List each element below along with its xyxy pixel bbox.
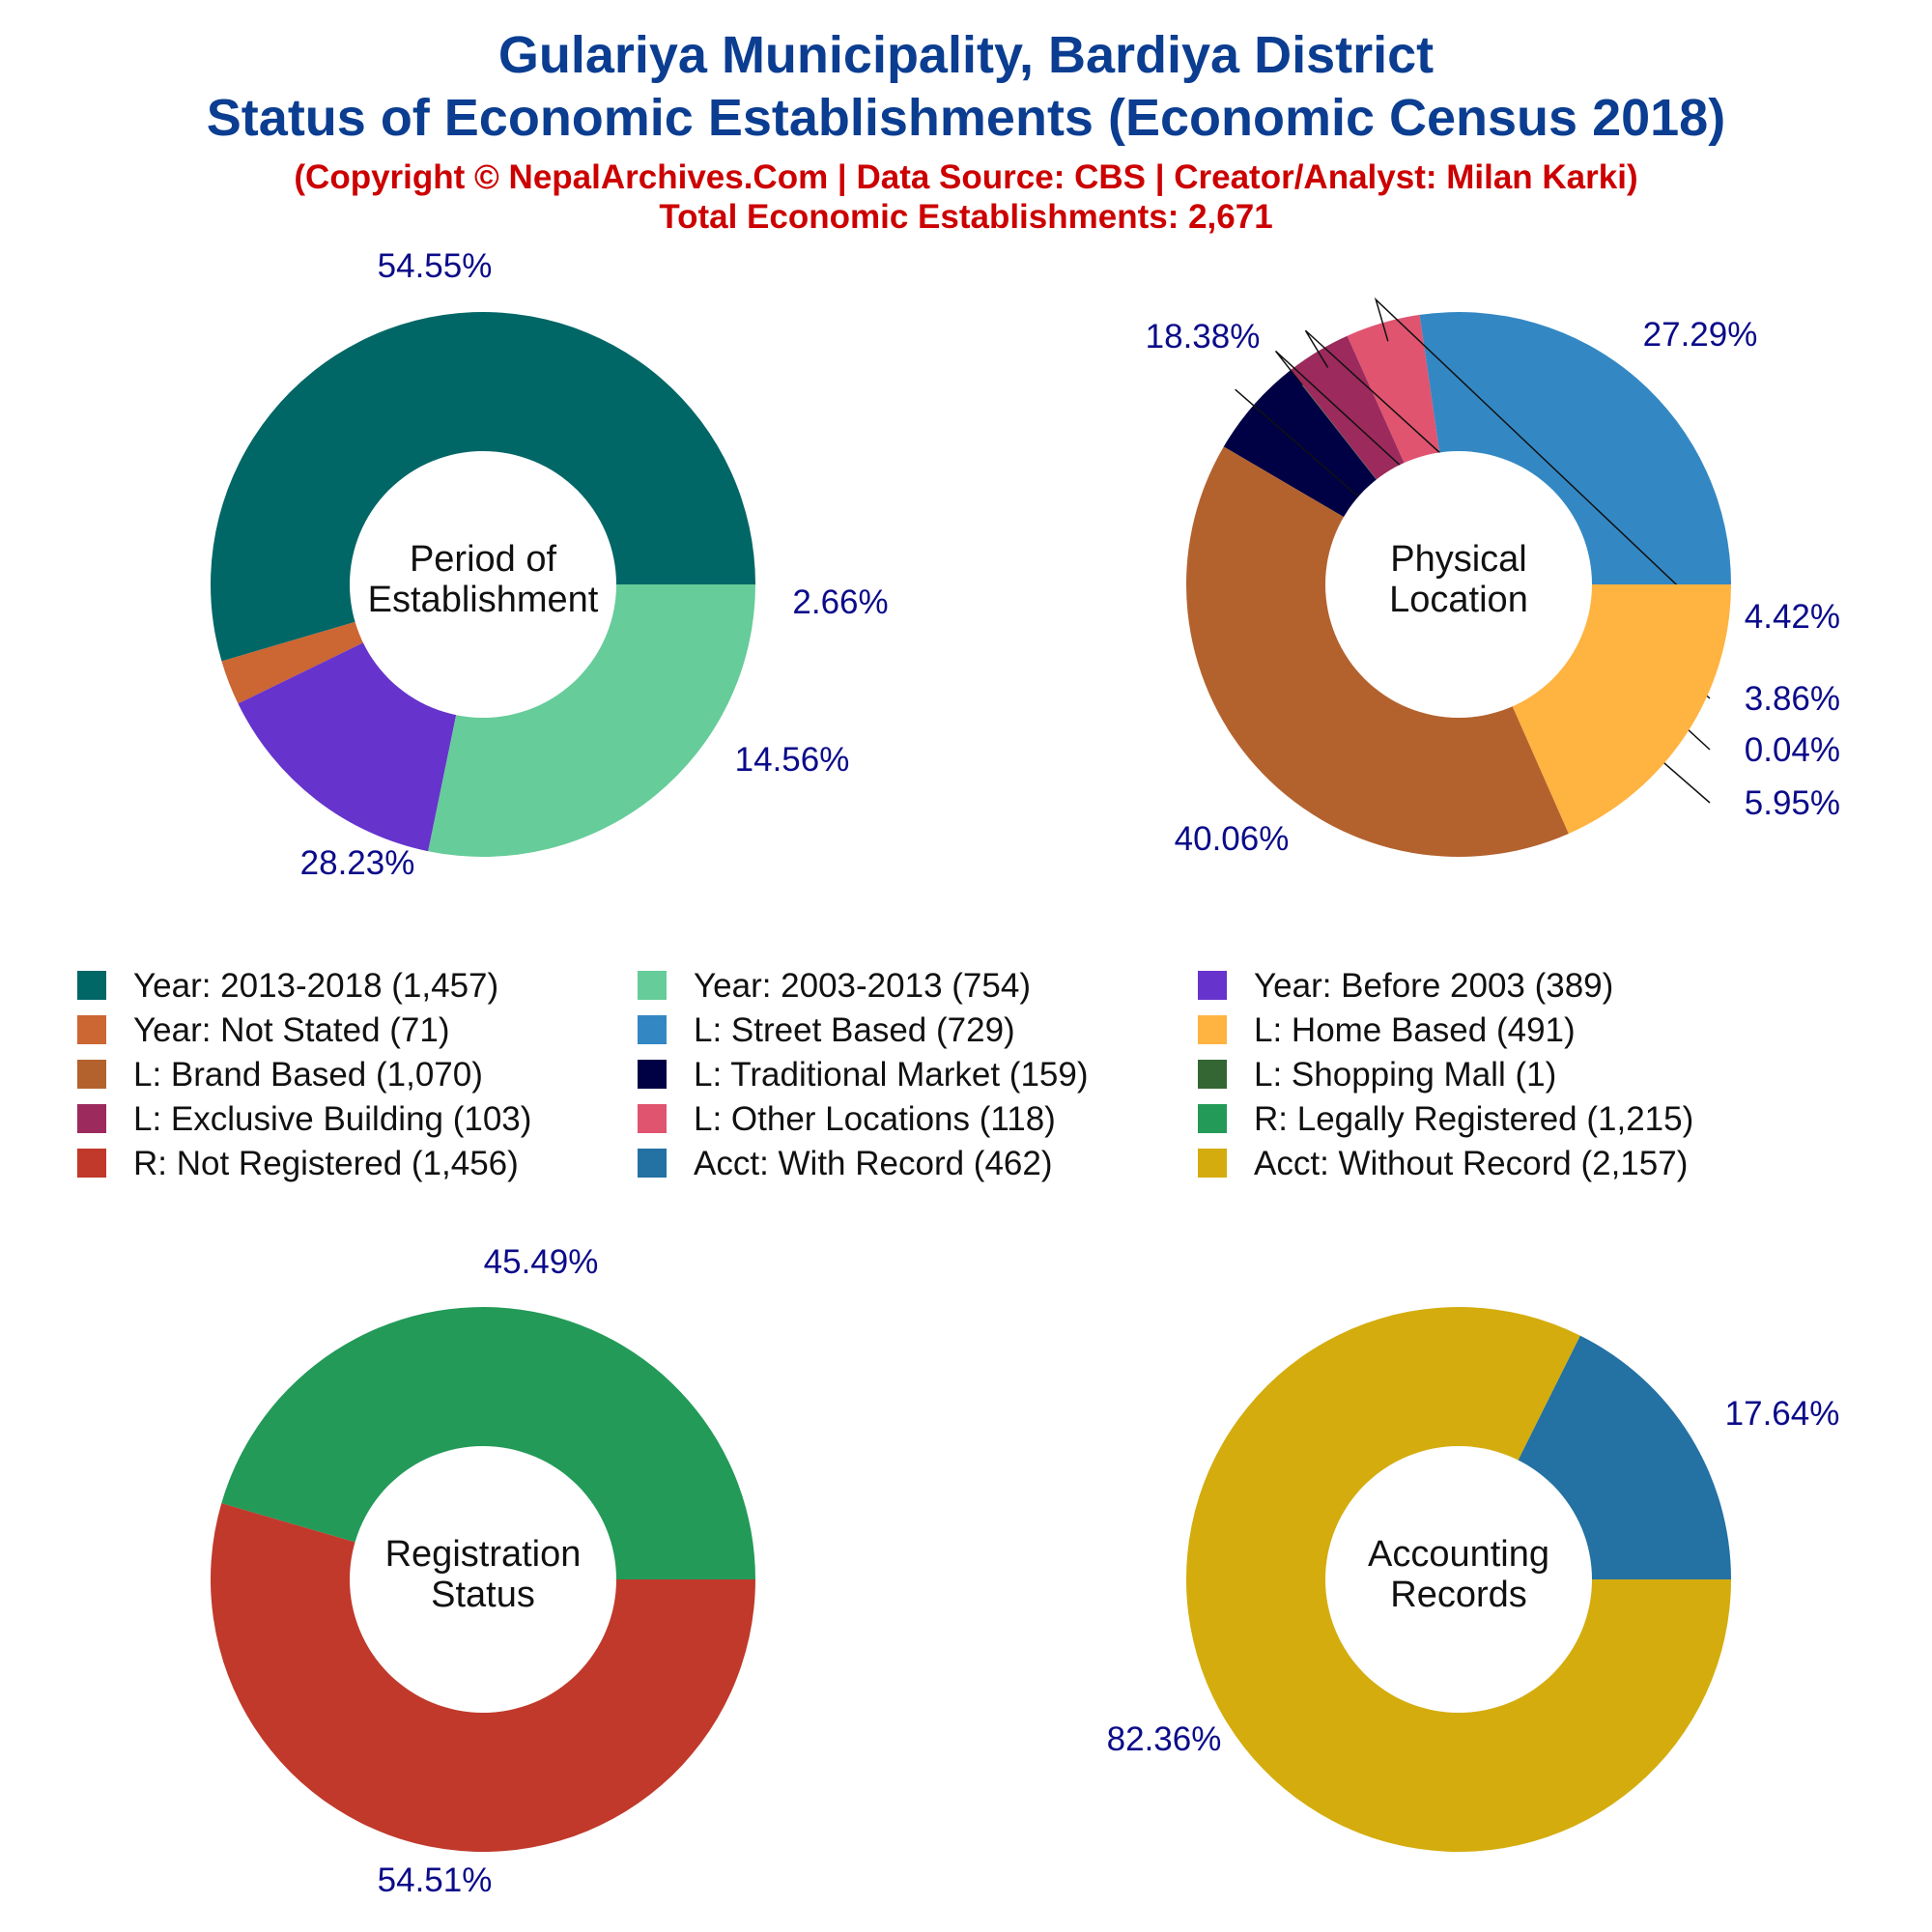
legend-item-acct-with-record-462: Acct: With Record (462) bbox=[638, 1145, 1053, 1182]
slice-percent-label: 54.51% bbox=[378, 1861, 493, 1899]
legend-swatch bbox=[1198, 971, 1227, 1000]
slice-percent-label: 18.38% bbox=[1146, 318, 1261, 355]
legend-item-l-traditional-market-159: L: Traditional Market (159) bbox=[638, 1056, 1089, 1094]
legend-label: R: Legally Registered (1,215) bbox=[1254, 1100, 1693, 1138]
slice-percent-label: 45.49% bbox=[484, 1243, 599, 1281]
legend-item-acct-without-record-2-157: Acct: Without Record (2,157) bbox=[1198, 1145, 1688, 1182]
legend-swatch bbox=[1198, 1149, 1227, 1178]
legend-label: L: Exclusive Building (103) bbox=[133, 1100, 531, 1138]
donut-center-label: Accounting bbox=[1368, 1534, 1549, 1575]
legend-swatch bbox=[638, 1104, 667, 1133]
legend-swatch bbox=[77, 1015, 106, 1044]
legend-swatch bbox=[638, 1015, 667, 1044]
legend-swatch bbox=[1198, 1060, 1227, 1089]
donut-period-of-establishment: 54.55% 2.66% 14.56% 28.23% Period ofEstablis… bbox=[210, 247, 889, 882]
legend-item-l-exclusive-building-103: L: Exclusive Building (103) bbox=[77, 1100, 531, 1138]
legend-label: L: Brand Based (1,070) bbox=[133, 1056, 483, 1094]
legend-item-l-other-locations-118: L: Other Locations (118) bbox=[638, 1100, 1056, 1138]
donut-physical-location: 27.29% 4.42% 3.86% 0.04% 5.95% 40.06% 18.38% Ph… bbox=[1146, 297, 1840, 858]
donut-hole bbox=[1325, 451, 1592, 718]
legend-label: Year: 2013-2018 (1,457) bbox=[133, 967, 498, 1005]
legend: Year: 2013-2018 (1,457) Year: 2003-2013 (… bbox=[77, 967, 1693, 1182]
legend-label: R: Not Registered (1,456) bbox=[133, 1145, 519, 1182]
slice-percent-label: 40.06% bbox=[1175, 820, 1290, 858]
donut-center-label: Period of bbox=[410, 539, 557, 580]
legend-label: Year: Not Stated (71) bbox=[133, 1011, 450, 1049]
chart-title-line1: Gulariya Municipality, Bardiya District bbox=[498, 26, 1434, 84]
leader-line bbox=[1374, 297, 1711, 617]
legend-item-year-not-stated-71: Year: Not Stated (71) bbox=[77, 1011, 450, 1049]
donut-center-label: Establishment bbox=[368, 580, 599, 620]
donut-center-label: Location bbox=[1389, 580, 1528, 620]
legend-label: L: Home Based (491) bbox=[1254, 1011, 1576, 1049]
legend-item-r-legally-registered-1-215: R: Legally Registered (1,215) bbox=[1198, 1100, 1693, 1138]
chart-subtitle-line1: (Copyright © NepalArchives.Com | Data So… bbox=[294, 158, 1637, 196]
slice-r-legally-registered-1-215 bbox=[221, 1307, 756, 1579]
legend-item-r-not-registered-1-456: R: Not Registered (1,456) bbox=[77, 1145, 519, 1182]
legend-item-l-street-based-729: L: Street Based (729) bbox=[638, 1011, 1015, 1049]
slice-percent-label: 2.66% bbox=[792, 583, 888, 621]
legend-label: Acct: Without Record (2,157) bbox=[1254, 1145, 1688, 1182]
legend-swatch bbox=[77, 1060, 106, 1089]
legend-item-l-home-based-491: L: Home Based (491) bbox=[1198, 1011, 1576, 1049]
legend-swatch bbox=[638, 1149, 667, 1178]
donut-hole bbox=[350, 451, 616, 718]
legend-swatch bbox=[638, 1060, 667, 1089]
legend-swatch bbox=[1198, 1015, 1227, 1044]
donut-charts: 54.55% 2.66% 14.56% 28.23% Period ofEstablis… bbox=[210, 247, 1840, 1899]
legend-item-l-brand-based-1-070: L: Brand Based (1,070) bbox=[77, 1056, 483, 1094]
slice-percent-label: 3.86% bbox=[1745, 680, 1840, 718]
legend-label: L: Other Locations (118) bbox=[694, 1100, 1056, 1138]
donut-center-label: Registration bbox=[385, 1534, 582, 1575]
legend-label: L: Street Based (729) bbox=[694, 1011, 1015, 1049]
legend-label: Year: 2003-2013 (754) bbox=[694, 967, 1031, 1005]
slice-percent-label: 28.23% bbox=[300, 844, 415, 882]
chart-subtitle-line2: Total Economic Establishments: 2,671 bbox=[659, 198, 1272, 236]
slice-percent-label: 54.55% bbox=[378, 247, 493, 285]
donut-center-label: Records bbox=[1390, 1575, 1527, 1615]
slice-percent-label: 5.95% bbox=[1745, 784, 1840, 822]
slice-percent-label: 14.56% bbox=[735, 741, 850, 779]
legend-item-year-before-2003-389: Year: Before 2003 (389) bbox=[1198, 967, 1613, 1005]
legend-label: L: Traditional Market (159) bbox=[694, 1056, 1089, 1094]
legend-item-year-2013-2018-1-457: Year: 2013-2018 (1,457) bbox=[77, 967, 498, 1005]
legend-swatch bbox=[638, 971, 667, 1000]
donut-hole bbox=[1325, 1446, 1592, 1713]
legend-item-l-shopping-mall-1: L: Shopping Mall (1) bbox=[1198, 1056, 1556, 1094]
slice-percent-label: 17.64% bbox=[1725, 1395, 1840, 1433]
legend-label: L: Shopping Mall (1) bbox=[1254, 1056, 1556, 1094]
legend-item-year-2003-2013-754: Year: 2003-2013 (754) bbox=[638, 967, 1031, 1005]
legend-swatch bbox=[1198, 1104, 1227, 1133]
legend-swatch bbox=[77, 1104, 106, 1133]
legend-label: Acct: With Record (462) bbox=[694, 1145, 1053, 1182]
legend-swatch bbox=[77, 1149, 106, 1178]
legend-label: Year: Before 2003 (389) bbox=[1254, 967, 1613, 1005]
slice-percent-label: 4.42% bbox=[1745, 598, 1840, 636]
donut-hole bbox=[350, 1446, 616, 1713]
donut-center-label: Status bbox=[431, 1575, 535, 1615]
chart-title-line2: Status of Economic Establishments (Econo… bbox=[207, 89, 1725, 147]
legend-swatch bbox=[77, 971, 106, 1000]
slice-percent-label: 27.29% bbox=[1643, 316, 1758, 354]
slice-percent-label: 82.36% bbox=[1107, 1720, 1222, 1758]
donut-center-label: Physical bbox=[1390, 539, 1527, 580]
slice-percent-label: 0.04% bbox=[1745, 731, 1840, 769]
